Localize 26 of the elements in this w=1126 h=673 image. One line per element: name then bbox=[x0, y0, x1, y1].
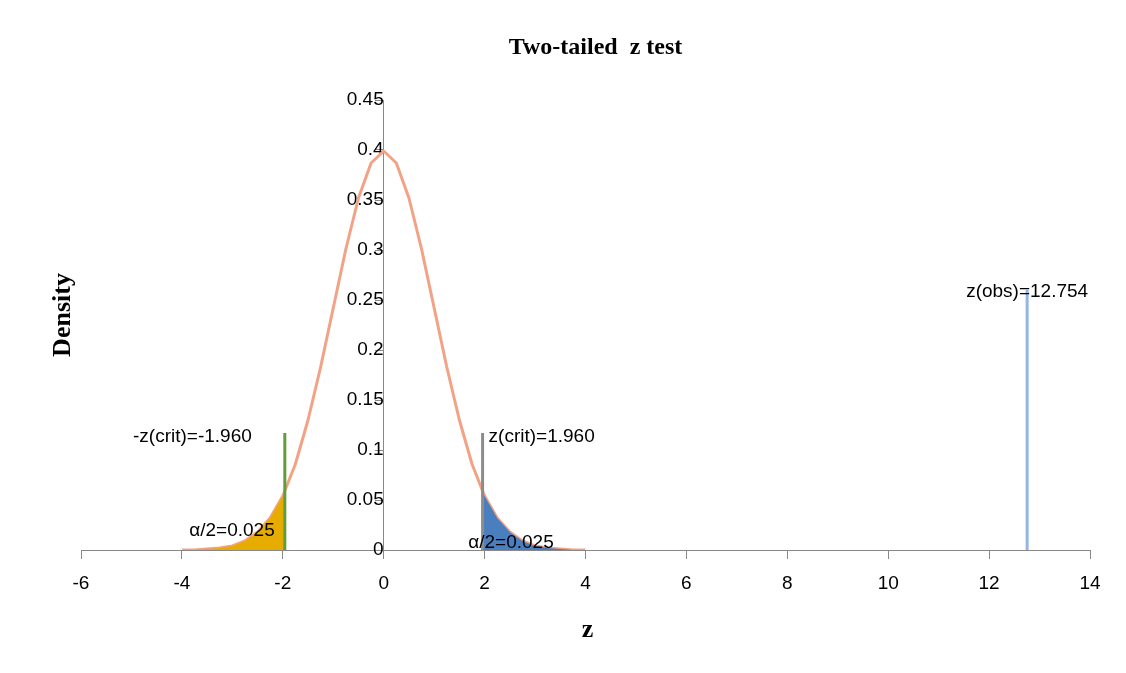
y-tick-label: 0.25 bbox=[346, 288, 384, 310]
annotation: z(crit)=1.960 bbox=[488, 425, 595, 447]
chart-title: Two-tailed z test bbox=[508, 33, 683, 60]
y-tick-label: 0.45 bbox=[346, 88, 384, 110]
y-tick-label: 0.1 bbox=[357, 438, 384, 460]
x-tick-label: 2 bbox=[479, 571, 490, 593]
y-tick-label: 0.35 bbox=[346, 188, 384, 210]
x-tick-label: 8 bbox=[782, 571, 793, 593]
y-tick-label: 0 bbox=[373, 538, 384, 560]
x-tick-label: -6 bbox=[72, 571, 90, 593]
y-tick-label: 0.4 bbox=[357, 138, 385, 160]
x-tick-label: 14 bbox=[1079, 571, 1101, 593]
x-tick-label: 6 bbox=[681, 571, 692, 593]
y-tick-label: 0.3 bbox=[357, 238, 384, 260]
annotation: -z(crit)=-1.960 bbox=[133, 425, 252, 447]
y-tick-label: 0.05 bbox=[346, 488, 384, 510]
annotation: z(obs)=12.754 bbox=[966, 280, 1089, 302]
y-tick-label: 0.15 bbox=[346, 388, 384, 410]
x-tick-label: -4 bbox=[173, 571, 191, 593]
x-tick-label: 12 bbox=[978, 571, 1000, 593]
x-axis-title: z bbox=[581, 613, 594, 643]
x-tick-label: -2 bbox=[274, 571, 292, 593]
y-axis-title: Density bbox=[46, 273, 76, 357]
y-tick-label: 0.2 bbox=[357, 338, 384, 360]
x-tick-label: 10 bbox=[877, 571, 899, 593]
x-tick-label: 4 bbox=[580, 571, 592, 593]
